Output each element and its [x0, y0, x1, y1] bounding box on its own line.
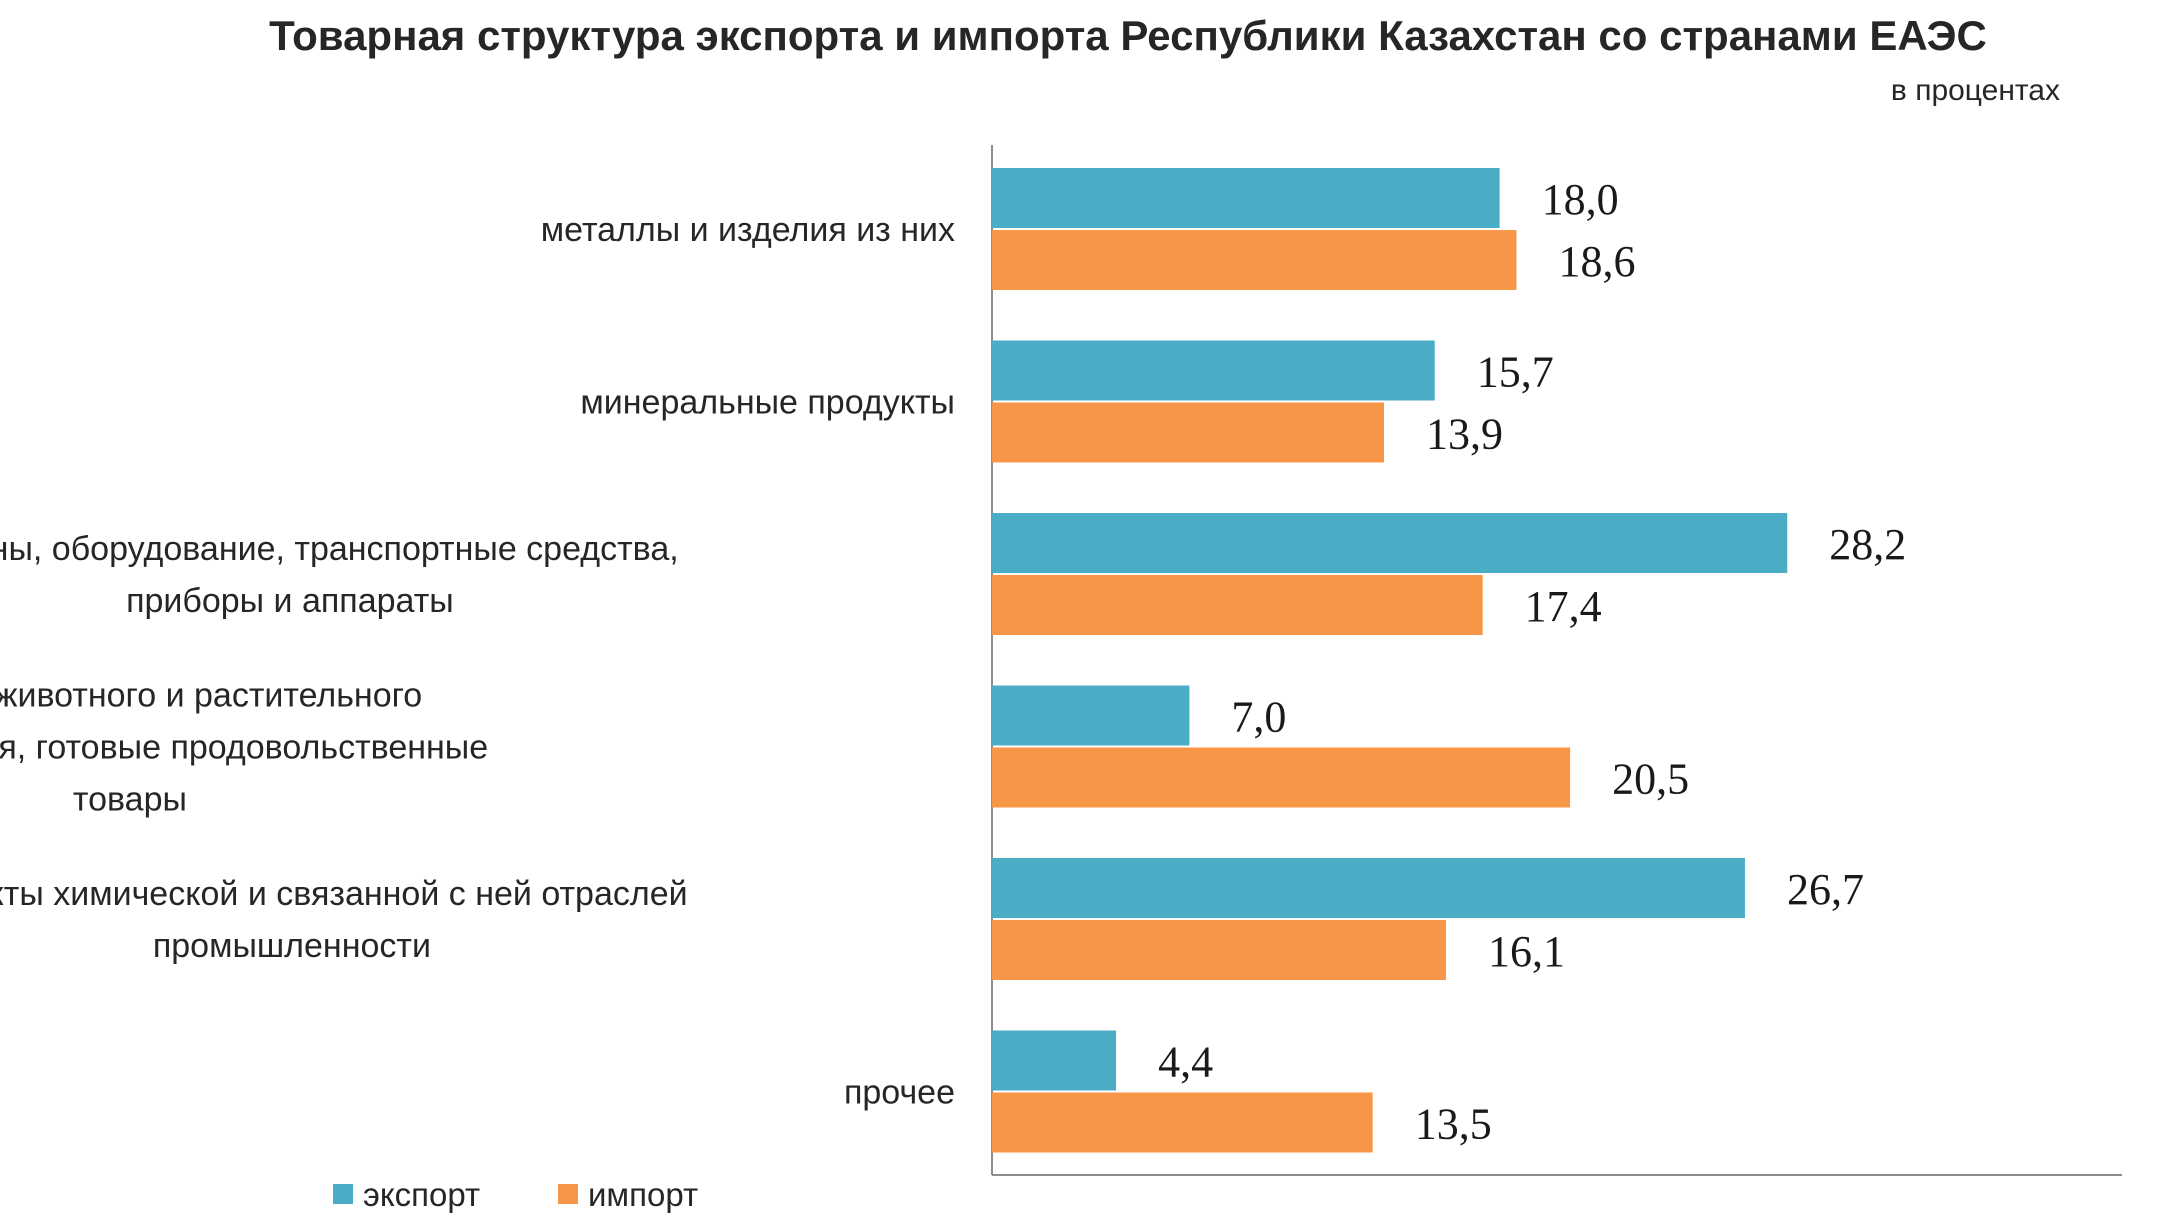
import-value-label: 17,4	[1525, 582, 1602, 631]
legend-import-swatch	[558, 1184, 578, 1204]
legend-import-label: импорт	[588, 1176, 698, 1213]
export-value-label: 15,7	[1477, 348, 1554, 397]
import-value-label: 20,5	[1612, 755, 1689, 804]
plot-area: металлы и изделия из них 18,0 18,6 минераль…	[0, 145, 2122, 1176]
export-bar	[992, 340, 1435, 401]
category-label: металлы и изделия из них	[541, 211, 955, 249]
category-label-line: продукты животного и растительного	[0, 677, 422, 715]
import-bar	[992, 1092, 1373, 1153]
import-bar	[992, 747, 1571, 808]
category-label-line: приборы и аппараты	[126, 582, 454, 620]
import-bar	[992, 230, 1517, 290]
import-value-label: 13,9	[1426, 410, 1503, 459]
legend-export-label: экспорт	[363, 1176, 480, 1213]
category-label: минеральные продукты	[580, 384, 955, 422]
category-label-line: металлы и изделия из них	[541, 211, 955, 249]
category-label-line: продукты химической и связанной с ней от…	[0, 875, 688, 913]
import-value-label: 16,1	[1488, 927, 1565, 976]
import-value-label: 18,6	[1559, 237, 1636, 286]
export-bar	[992, 168, 1500, 228]
category-label-line: машины, оборудование, транспортные средс…	[0, 530, 679, 568]
import-bar	[992, 402, 1384, 463]
export-bar	[992, 513, 1788, 573]
category-label-line: минеральные продукты	[580, 384, 955, 422]
export-bar	[992, 1030, 1117, 1091]
export-value-label: 4,4	[1158, 1038, 1213, 1087]
export-value-label: 26,7	[1787, 865, 1864, 914]
category-label-line: происхождения, готовые продовольственные	[0, 729, 488, 767]
category-label-line: товары	[73, 781, 187, 819]
export-value-label: 28,2	[1829, 520, 1906, 569]
legend-export-swatch	[333, 1184, 353, 1204]
unit-label: в процентах	[1891, 74, 2060, 107]
import-bar	[992, 575, 1483, 635]
category-label-line: промышленности	[153, 927, 431, 965]
category-label: машины, оборудование, транспортные средс…	[0, 530, 679, 620]
export-bar	[992, 685, 1190, 746]
legend: экспорт импорт	[333, 1176, 698, 1213]
category-label: продукты химической и связанной с ней от…	[0, 875, 688, 965]
export-value-label: 7,0	[1231, 693, 1286, 742]
category-label: прочее	[844, 1074, 955, 1112]
export-value-label: 18,0	[1542, 175, 1619, 224]
category-label-line: прочее	[844, 1074, 955, 1112]
export-bar	[992, 858, 1745, 918]
import-bar	[992, 920, 1447, 980]
import-value-label: 13,5	[1415, 1100, 1492, 1149]
category-label: продукты животного и растительного происх…	[0, 677, 488, 819]
chart-title: Товарная структура экспорта и импорта Ре…	[269, 12, 1987, 59]
